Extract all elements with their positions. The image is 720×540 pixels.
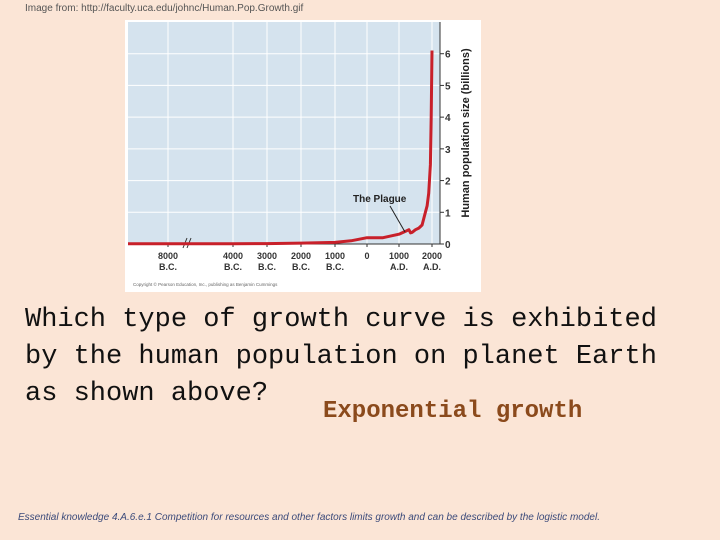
- x-tick-label: 4000 B.C.: [222, 251, 244, 272]
- x-tick-label: 1000 B.C.: [324, 251, 346, 272]
- x-tick-label: 0: [364, 251, 370, 261]
- copyright: Copyright © Pearson Education, Inc., pub…: [133, 281, 278, 287]
- data-line: [128, 50, 434, 246]
- x-tick-label: 2000 A.D.: [421, 251, 443, 272]
- y-tick-label: 4: [445, 113, 451, 124]
- y-tick-label: 1: [445, 208, 451, 219]
- question: Which type of growth curve is exhibited …: [25, 305, 657, 409]
- y-tick-label: 2: [445, 177, 451, 188]
- y-tick-label: 5: [445, 81, 451, 92]
- y-tick-label: 0: [445, 240, 451, 251]
- source-note: Image from: http://faculty.uca.edu/johnc…: [25, 3, 304, 14]
- x-tick-label: 1000 A.D.: [388, 251, 410, 272]
- chart: 0 1 2 3 4 5 6 The Plague Human population size (…: [125, 20, 481, 292]
- footer: Essential knowledge 4.A.6.e.1 Competitio…: [18, 512, 600, 523]
- y-axis-title: Human population size (billions): [460, 48, 472, 218]
- chart-svg: 0 1 2 3 4 5 6 The Plague Human population size (…: [128, 22, 472, 287]
- y-tick-label: 3: [445, 145, 451, 156]
- y-tick-label: 6: [445, 50, 451, 61]
- annotation-arrow: [389, 205, 406, 233]
- answer: Exponential growth: [323, 398, 583, 425]
- annotation: The Plague: [353, 194, 407, 205]
- x-tick-label: 2000 B.C.: [290, 251, 312, 272]
- x-tick-label: 3000 B.C.: [256, 251, 278, 272]
- x-tick-label: 8000 B.C.: [157, 251, 179, 272]
- plot-area: [128, 22, 440, 244]
